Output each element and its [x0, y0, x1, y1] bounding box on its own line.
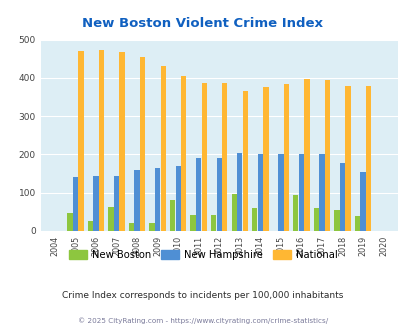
- Bar: [99, 50, 104, 231]
- Bar: [313, 208, 318, 231]
- Bar: [354, 216, 359, 231]
- Bar: [160, 66, 166, 231]
- Bar: [175, 166, 180, 231]
- Bar: [345, 85, 350, 231]
- Bar: [134, 170, 139, 231]
- Bar: [155, 168, 160, 231]
- Bar: [324, 80, 329, 231]
- Bar: [339, 163, 344, 231]
- Bar: [257, 154, 262, 231]
- Bar: [359, 173, 365, 231]
- Bar: [190, 214, 195, 231]
- Bar: [211, 214, 216, 231]
- Bar: [252, 208, 257, 231]
- Bar: [201, 83, 207, 231]
- Bar: [237, 153, 242, 231]
- Bar: [93, 176, 98, 231]
- Bar: [231, 194, 236, 231]
- Bar: [262, 87, 268, 231]
- Bar: [222, 83, 227, 231]
- Text: Crime Index corresponds to incidents per 100,000 inhabitants: Crime Index corresponds to incidents per…: [62, 291, 343, 300]
- Bar: [333, 210, 339, 231]
- Bar: [114, 176, 119, 231]
- Bar: [108, 207, 113, 231]
- Bar: [72, 178, 78, 231]
- Bar: [119, 52, 124, 231]
- Bar: [292, 195, 298, 231]
- Bar: [318, 154, 324, 231]
- Legend: New Boston, New Hampshire, National: New Boston, New Hampshire, National: [64, 246, 341, 264]
- Bar: [149, 222, 154, 231]
- Bar: [298, 154, 303, 231]
- Bar: [196, 157, 201, 231]
- Bar: [283, 84, 288, 231]
- Bar: [242, 90, 247, 231]
- Bar: [140, 57, 145, 231]
- Bar: [303, 79, 309, 231]
- Bar: [128, 222, 134, 231]
- Bar: [181, 76, 186, 231]
- Text: © 2025 CityRating.com - https://www.cityrating.com/crime-statistics/: © 2025 CityRating.com - https://www.city…: [78, 317, 327, 324]
- Bar: [277, 154, 283, 231]
- Bar: [87, 221, 93, 231]
- Bar: [170, 200, 175, 231]
- Text: New Boston Violent Crime Index: New Boston Violent Crime Index: [82, 16, 323, 30]
- Bar: [365, 85, 370, 231]
- Bar: [67, 213, 72, 231]
- Bar: [78, 51, 83, 231]
- Bar: [216, 157, 222, 231]
